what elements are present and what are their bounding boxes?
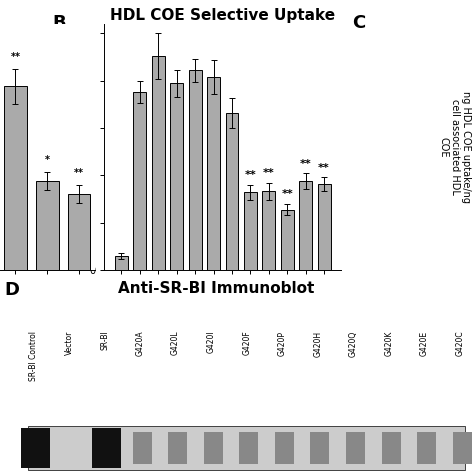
Text: SR-BI Control: SR-BI Control (29, 331, 38, 381)
Text: **: ** (74, 168, 84, 178)
Text: Vector: Vector (64, 331, 73, 355)
FancyBboxPatch shape (275, 432, 294, 464)
Text: G420F: G420F (242, 331, 251, 356)
Bar (4, 86, 27, 270)
Bar (226, 113, 238, 270)
Bar (170, 83, 183, 270)
Text: **: ** (10, 52, 20, 62)
FancyBboxPatch shape (239, 432, 258, 464)
FancyBboxPatch shape (417, 432, 436, 464)
Bar (263, 191, 275, 270)
Text: G420Q: G420Q (349, 331, 358, 357)
FancyBboxPatch shape (92, 428, 121, 468)
Bar (115, 256, 128, 270)
Text: ng HDL COE uptake/ng
cell associated HDL
COE: ng HDL COE uptake/ng cell associated HDL… (438, 91, 472, 203)
FancyBboxPatch shape (310, 432, 329, 464)
FancyBboxPatch shape (453, 432, 472, 464)
Text: G420L: G420L (171, 331, 180, 356)
Bar (299, 181, 312, 270)
Bar (68, 194, 91, 270)
Text: **: ** (282, 189, 293, 199)
FancyBboxPatch shape (382, 432, 401, 464)
Text: **: ** (300, 159, 311, 169)
Text: G420C: G420C (456, 331, 465, 356)
Bar (134, 92, 146, 270)
Y-axis label: ng HDL COE/mg cell
protein: ng HDL COE/mg cell protein (43, 98, 65, 196)
Bar (152, 56, 165, 270)
Text: **: ** (263, 168, 275, 178)
Text: C: C (352, 14, 365, 32)
FancyBboxPatch shape (168, 432, 187, 464)
Text: **: ** (245, 170, 256, 180)
Text: G420E: G420E (420, 331, 429, 356)
FancyBboxPatch shape (133, 432, 152, 464)
Text: G420A: G420A (136, 331, 145, 356)
Text: SR-BI: SR-BI (100, 331, 109, 350)
FancyBboxPatch shape (21, 428, 50, 468)
Bar (318, 184, 330, 270)
Text: *: * (45, 155, 50, 165)
Bar (36, 181, 59, 270)
FancyBboxPatch shape (346, 432, 365, 464)
Text: **: ** (318, 163, 330, 173)
Text: G420K: G420K (384, 331, 393, 356)
Text: G420H: G420H (313, 331, 322, 357)
Text: G420P: G420P (278, 331, 287, 356)
FancyBboxPatch shape (204, 432, 223, 464)
Bar (189, 70, 201, 270)
Text: B: B (52, 14, 66, 32)
Bar (207, 77, 220, 270)
FancyBboxPatch shape (28, 426, 465, 470)
Text: G420I: G420I (207, 331, 216, 353)
Text: D: D (5, 281, 20, 299)
Bar (281, 210, 294, 270)
Bar (244, 192, 257, 270)
Text: Anti-SR-BI Immunoblot: Anti-SR-BI Immunoblot (118, 281, 315, 296)
Title: HDL COE Selective Uptake: HDL COE Selective Uptake (110, 8, 335, 23)
